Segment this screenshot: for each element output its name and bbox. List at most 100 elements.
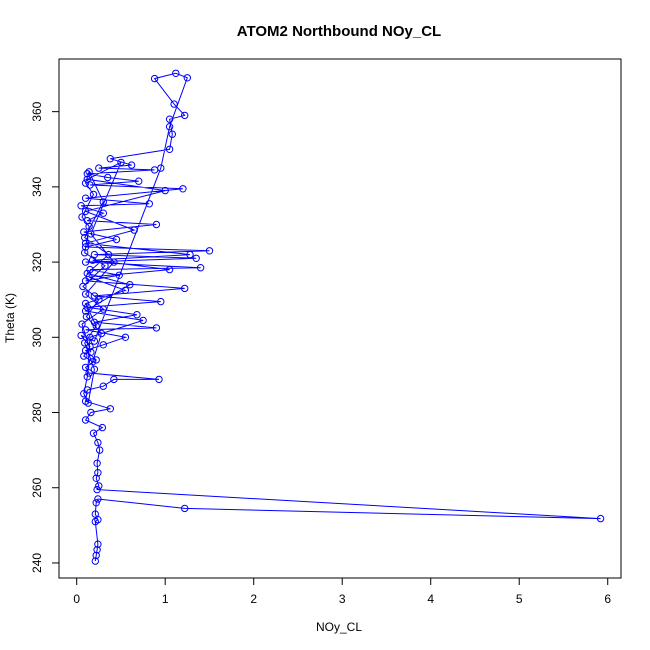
data-point [92,551,100,560]
data-point [106,155,115,163]
data-point [205,247,214,255]
data-point [135,177,143,185]
data-point [78,320,86,328]
x-tick-label: 0 [73,592,80,606]
data-point [86,343,94,351]
data-point [168,130,177,138]
data-point [94,540,102,548]
data-point [81,258,90,266]
data-point [104,173,112,182]
data-point [86,333,94,341]
chart-title: ATOM2 Northbound NOy_CL [237,23,441,40]
data-point [95,296,103,304]
data-point [84,399,92,407]
data-point [77,202,85,210]
data-point [145,200,154,208]
data-point [99,305,108,313]
data-point [90,292,99,300]
data-point [186,250,194,259]
data-point [81,243,90,251]
data-point [110,258,118,266]
data-point [192,254,200,262]
data-point [112,235,121,244]
data-point [165,265,174,274]
data-point [81,326,90,334]
data-point [94,469,102,477]
data-point [93,485,101,494]
data-point [110,375,118,384]
data-point [179,185,187,193]
data-point [152,324,161,332]
data-point [81,249,89,257]
data-point [98,423,107,432]
data-point [85,369,93,377]
data-point [83,303,92,311]
x-tick-label: 1 [162,592,169,606]
x-axis-label: NOy_CL [316,620,362,634]
y-tick-label: 320 [30,252,44,272]
data-point [90,337,99,345]
data-point [83,175,92,184]
data-point [99,341,108,349]
data-point [121,286,130,294]
data-point [93,546,101,554]
y-axis: 240 260 280 300 320 340 360 [30,101,60,573]
data-point [81,299,90,308]
y-tick-label: 260 [30,477,44,497]
data-point [80,390,88,398]
data-point [90,318,99,326]
data-point [196,264,205,272]
data-point [106,405,115,413]
series-line [80,72,601,562]
data-point [91,557,100,565]
data-point [88,256,97,264]
data-point [133,311,141,319]
y-tick-label: 280 [30,402,44,422]
data-point [157,164,165,172]
data-point [127,161,136,169]
data-point [92,499,100,507]
x-tick-label: 2 [250,592,257,606]
data-point [94,495,102,503]
data-point [83,373,92,381]
data-point [181,504,189,513]
data-point [80,228,88,236]
data-point [95,164,103,172]
data-point [82,312,91,321]
data-point [90,365,99,373]
data-point [94,438,102,447]
data-point [161,186,169,195]
data-point [85,222,93,231]
data-point [157,297,165,306]
data-point [596,514,605,523]
data-point [81,416,90,424]
y-tick-label: 360 [30,101,44,121]
data-point [78,213,86,221]
y-axis-label: Theta (K) [3,293,17,343]
data-point [81,339,89,347]
data-point [87,230,95,238]
data-point [92,322,100,330]
x-axis: 0 1 2 3 4 5 6 [73,577,611,606]
x-tick-label: 5 [516,592,523,606]
data-point [165,145,174,154]
data-point [165,115,174,123]
data-point [181,284,189,293]
data-point [81,194,90,202]
data-point [181,111,189,120]
data-point [81,307,90,315]
data-point [155,375,163,384]
data-point [87,408,95,417]
data-point [88,358,97,366]
data-point [99,209,108,217]
data-point [81,207,90,216]
y-tick-label: 240 [30,553,44,573]
data-point [172,69,180,78]
data-point [99,382,108,390]
data-point [117,158,125,167]
data-point [99,198,108,206]
data-point [170,100,178,108]
data-point [81,233,89,242]
data-point [165,123,174,131]
